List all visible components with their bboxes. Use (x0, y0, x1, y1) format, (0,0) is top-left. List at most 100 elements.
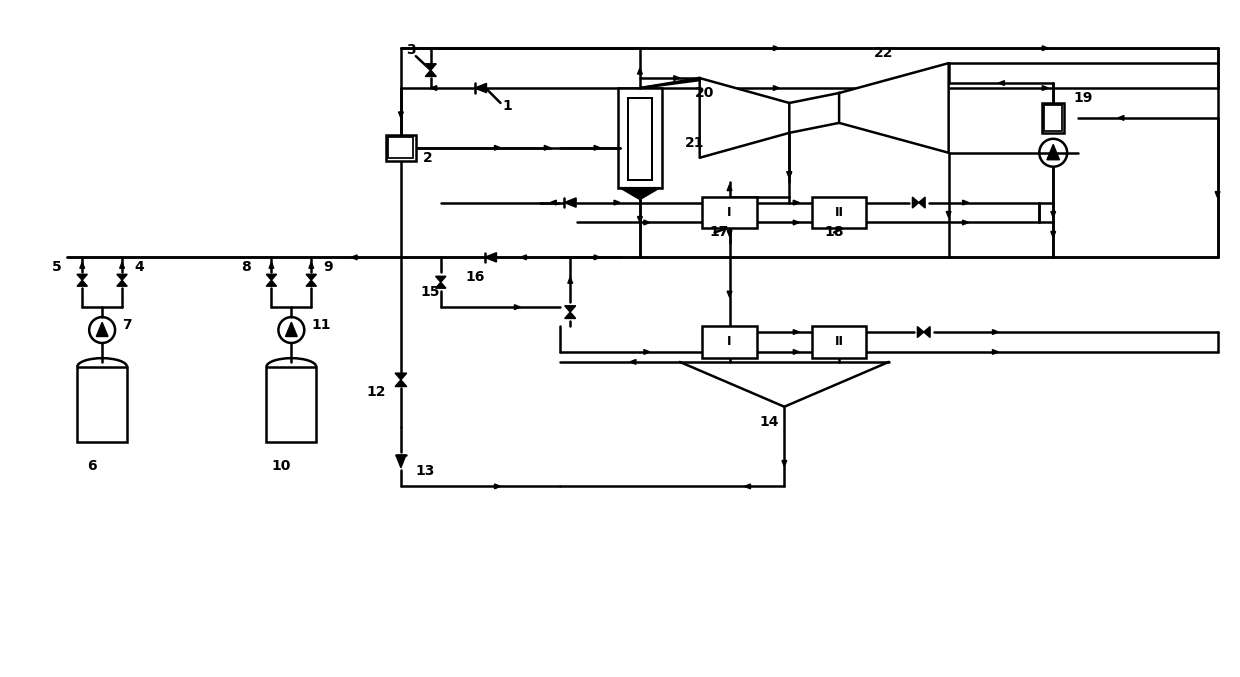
Polygon shape (435, 276, 446, 282)
Text: 4: 4 (134, 260, 144, 274)
Polygon shape (77, 280, 87, 286)
Text: II: II (835, 206, 843, 219)
Polygon shape (774, 46, 780, 51)
Polygon shape (398, 112, 403, 118)
Bar (388, 137, 413, 158)
Text: 2: 2 (423, 151, 433, 165)
Polygon shape (794, 220, 800, 225)
Polygon shape (727, 230, 732, 236)
Polygon shape (79, 262, 84, 268)
Polygon shape (564, 312, 575, 318)
Text: 7: 7 (122, 318, 131, 332)
Text: 9: 9 (324, 260, 332, 274)
Polygon shape (919, 197, 925, 208)
Polygon shape (551, 200, 557, 205)
Text: 3: 3 (405, 43, 415, 57)
Bar (627, 98, 652, 179)
Polygon shape (839, 63, 949, 153)
Polygon shape (998, 81, 1004, 85)
Bar (1043, 103, 1064, 133)
Polygon shape (962, 200, 968, 205)
Polygon shape (1047, 144, 1059, 160)
Bar (1044, 105, 1063, 131)
Text: 14: 14 (759, 414, 779, 429)
Bar (267, 367, 316, 441)
Polygon shape (306, 274, 316, 280)
Text: 10: 10 (272, 460, 291, 473)
Text: 6: 6 (87, 460, 97, 473)
Polygon shape (117, 274, 128, 280)
Polygon shape (699, 78, 790, 158)
Polygon shape (787, 172, 791, 177)
Polygon shape (837, 351, 842, 357)
Polygon shape (1050, 232, 1055, 238)
Text: 22: 22 (874, 46, 894, 60)
Polygon shape (913, 197, 919, 208)
Polygon shape (495, 146, 501, 150)
Polygon shape (285, 322, 298, 336)
Polygon shape (644, 220, 650, 225)
Polygon shape (1043, 86, 1048, 91)
Polygon shape (269, 262, 274, 268)
Polygon shape (521, 255, 527, 260)
Polygon shape (644, 349, 650, 354)
Text: 16: 16 (466, 270, 485, 284)
Polygon shape (787, 172, 791, 177)
Polygon shape (1118, 116, 1123, 121)
Bar (702, 326, 756, 358)
Text: I: I (728, 206, 732, 219)
Polygon shape (630, 359, 636, 364)
Polygon shape (727, 291, 732, 297)
Polygon shape (637, 68, 642, 74)
Polygon shape (1043, 46, 1048, 51)
Polygon shape (727, 351, 732, 357)
Bar (77, 367, 126, 441)
Text: I: I (728, 336, 732, 349)
Polygon shape (564, 306, 575, 312)
Polygon shape (794, 349, 800, 354)
Polygon shape (594, 146, 600, 150)
Polygon shape (475, 83, 486, 93)
Polygon shape (425, 70, 436, 77)
Polygon shape (1215, 192, 1220, 198)
Polygon shape (351, 255, 357, 260)
Polygon shape (485, 253, 496, 262)
Polygon shape (1050, 211, 1055, 217)
Text: 20: 20 (694, 86, 714, 100)
Bar (618, 88, 662, 188)
Bar (812, 326, 867, 358)
Text: 17: 17 (709, 225, 729, 240)
Polygon shape (727, 185, 732, 191)
Polygon shape (435, 282, 446, 288)
Polygon shape (782, 460, 786, 466)
Polygon shape (515, 305, 521, 309)
Polygon shape (267, 280, 277, 286)
Text: 21: 21 (684, 136, 704, 150)
Polygon shape (962, 220, 968, 225)
Polygon shape (396, 455, 405, 468)
Text: 5: 5 (52, 260, 62, 274)
Bar (812, 196, 867, 228)
Polygon shape (992, 330, 998, 334)
Polygon shape (637, 217, 642, 223)
Polygon shape (594, 255, 600, 260)
Polygon shape (267, 274, 277, 280)
Polygon shape (430, 86, 436, 91)
Polygon shape (918, 326, 924, 338)
Polygon shape (306, 280, 316, 286)
Polygon shape (673, 76, 680, 81)
Text: 12: 12 (366, 385, 386, 399)
Polygon shape (568, 278, 573, 283)
Polygon shape (396, 373, 407, 380)
Polygon shape (425, 64, 436, 70)
Text: 19: 19 (1073, 91, 1092, 105)
Polygon shape (544, 146, 551, 150)
Bar (702, 196, 756, 228)
Polygon shape (946, 211, 951, 217)
Polygon shape (396, 380, 407, 387)
Bar (386, 135, 415, 160)
Text: 15: 15 (420, 285, 440, 299)
Text: 13: 13 (415, 464, 435, 479)
Polygon shape (117, 280, 128, 286)
Polygon shape (309, 262, 314, 268)
